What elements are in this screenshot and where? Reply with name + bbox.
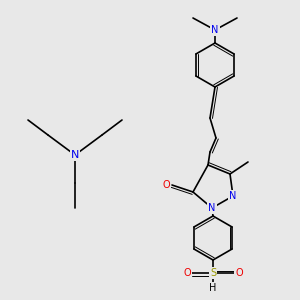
Text: O: O	[235, 268, 243, 278]
Text: N: N	[229, 191, 237, 201]
Text: S: S	[210, 268, 216, 278]
Text: N: N	[211, 25, 219, 35]
Text: N: N	[71, 150, 79, 160]
Text: N: N	[208, 203, 216, 213]
Text: O: O	[183, 268, 191, 278]
Text: H: H	[209, 283, 217, 293]
Text: O: O	[162, 180, 170, 190]
